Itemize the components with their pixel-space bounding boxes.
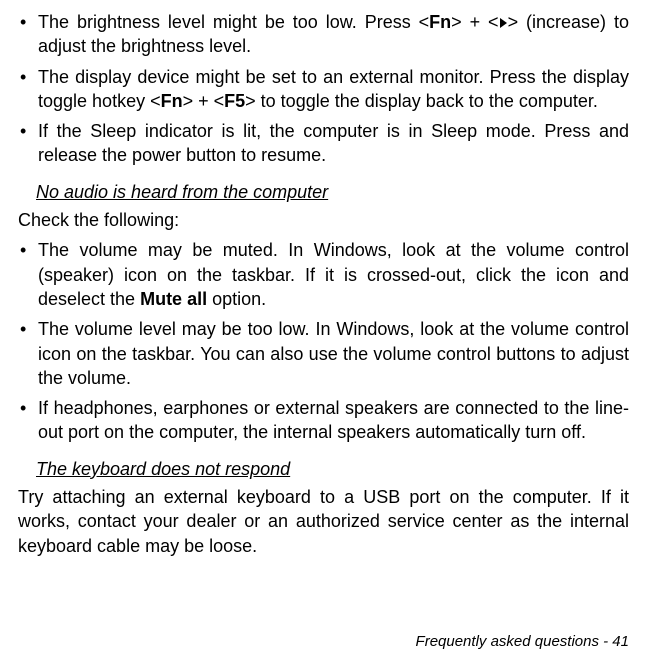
check-following: Check the following:	[18, 208, 629, 232]
text: > + <	[451, 12, 498, 32]
page-footer: Frequently asked questions - 41	[416, 632, 629, 652]
list-item: The display device might be set to an ex…	[18, 65, 629, 114]
list-item: The volume may be muted. In Windows, loo…	[18, 238, 629, 311]
subheading-keyboard: The keyboard does not respond	[36, 457, 629, 481]
text: If the Sleep indicator is lit, the compu…	[38, 121, 629, 165]
text: The brightness level might be too low. P…	[38, 12, 429, 32]
key-f5: F5	[224, 91, 245, 111]
mute-all-bold: Mute all	[140, 289, 207, 309]
text: > to toggle the display back to the comp…	[245, 91, 598, 111]
list-item: If the Sleep indicator is lit, the compu…	[18, 119, 629, 168]
key-fn: Fn	[161, 91, 183, 111]
list-item: If headphones, earphones or external spe…	[18, 396, 629, 445]
list-item: The volume level may be too low. In Wind…	[18, 317, 629, 390]
bullet-list-1: The brightness level might be too low. P…	[18, 10, 629, 168]
increase-icon	[500, 18, 507, 28]
list-item: The brightness level might be too low. P…	[18, 10, 629, 59]
keyboard-paragraph: Try attaching an external keyboard to a …	[18, 485, 629, 558]
key-fn: Fn	[429, 12, 451, 32]
subheading-no-audio: No audio is heard from the computer	[36, 180, 629, 204]
text: The volume may be muted. In Windows, loo…	[38, 240, 629, 309]
text: If headphones, earphones or external spe…	[38, 398, 629, 442]
text: option.	[207, 289, 266, 309]
bullet-list-2: The volume may be muted. In Windows, loo…	[18, 238, 629, 444]
text: > + <	[183, 91, 225, 111]
text: The volume level may be too low. In Wind…	[38, 319, 629, 388]
